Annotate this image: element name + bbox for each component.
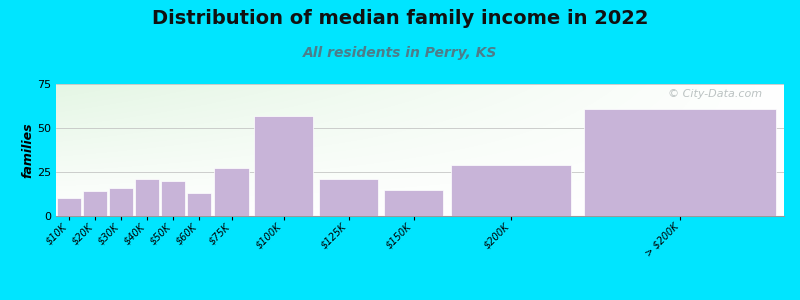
Bar — [584, 109, 776, 216]
Bar — [214, 169, 250, 216]
Bar — [109, 188, 133, 216]
Bar — [57, 198, 81, 216]
Bar — [451, 165, 570, 216]
Bar — [161, 181, 185, 216]
Bar — [135, 179, 159, 216]
Bar — [384, 190, 443, 216]
Text: © City-Data.com: © City-Data.com — [668, 89, 762, 99]
Bar — [318, 179, 378, 216]
Bar — [254, 116, 314, 216]
Bar — [187, 193, 211, 216]
Bar — [83, 191, 107, 216]
Text: Distribution of median family income in 2022: Distribution of median family income in … — [152, 9, 648, 28]
Text: All residents in Perry, KS: All residents in Perry, KS — [303, 46, 497, 61]
Y-axis label: families: families — [22, 122, 34, 178]
